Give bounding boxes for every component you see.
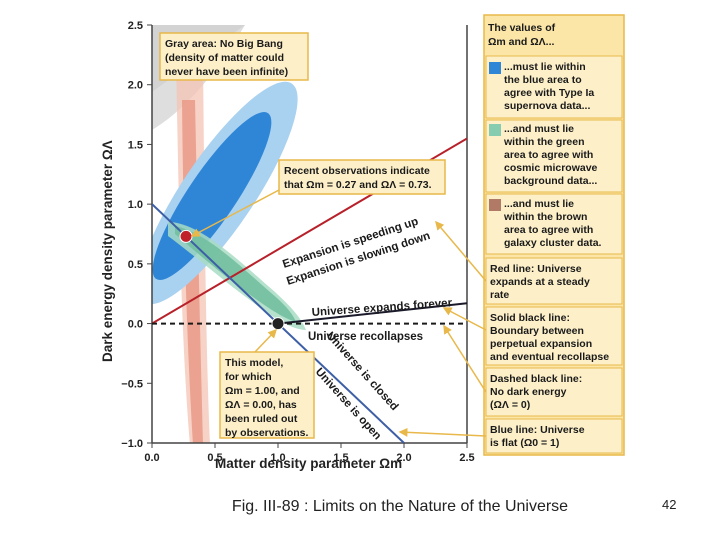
model-note-line-1: This model, (225, 357, 283, 369)
side-blue-3: agree with Type Ia (504, 87, 594, 99)
side-solid-4: and eventual recollapse (490, 351, 609, 363)
x-axis-label: Matter density parameter Ωm (215, 456, 402, 471)
x-tick-label: 1.0 (270, 452, 285, 464)
side-solid-2: Boundary between (490, 325, 584, 337)
side-green-1: ...and must lie (504, 123, 574, 135)
y-axis-label: Dark energy density parameter ΩΛ (100, 140, 115, 362)
side-blueline-1: Blue line: Universe (490, 424, 585, 436)
model-note-line-6: by observations. (225, 427, 309, 439)
blue-swatch (489, 62, 501, 74)
x-tick-label: 0.0 (144, 452, 159, 464)
x-tick-label: 1.5 (333, 452, 348, 464)
recent-observations-note: Recent observations indicate that Ωm = 0… (190, 159, 446, 237)
y-tick-label: −0.5 (121, 378, 143, 390)
gray-note-line-2: (density of matter could (165, 52, 284, 64)
x-tick-label: 2.0 (396, 452, 411, 464)
side-dashed-3: (ΩΛ = 0) (490, 399, 530, 411)
side-blue-2: the blue area to (504, 74, 582, 86)
recent-note-line-1: Recent observations indicate (284, 165, 430, 177)
figure-caption: Fig. III-89 : Limits on the Nature of th… (231, 498, 569, 515)
gray-note-line-1: Gray area: No Big Bang (165, 38, 283, 50)
x-tick-label: 0.5 (207, 452, 222, 464)
side-brown-2: within the brown (503, 211, 587, 223)
y-tick-label: 0.5 (128, 259, 143, 271)
gray-note-line-3: never have been infinite) (165, 66, 288, 78)
green-swatch (489, 124, 501, 136)
side-solid-1: Solid black line: (490, 312, 570, 324)
side-green-3: area to agree with (504, 149, 593, 161)
label-recollapses: Universe recollapses (308, 331, 423, 343)
side-blueline-2: is flat (Ω0 = 1) (490, 437, 559, 449)
side-red-2: expands at a steady (490, 276, 590, 288)
side-brown-4: galaxy cluster data. (504, 237, 602, 249)
side-intro-line-2: Ωm and ΩΛ... (488, 36, 555, 48)
ruled-out-point (271, 317, 285, 331)
brown-swatch (489, 199, 501, 211)
y-tick-label: 1.5 (128, 139, 143, 151)
y-tick-label: 0.0 (128, 319, 143, 331)
side-blue-4: supernova data... (504, 100, 590, 112)
sidebar-connectors (398, 220, 487, 437)
side-red-1: Red line: Universe (490, 263, 582, 275)
y-tick-label: 2.0 (128, 80, 143, 92)
page-number: 42 (662, 497, 677, 512)
series-line-1 (277, 302, 467, 325)
side-intro-line-1: The values of (488, 22, 556, 34)
observed-point (179, 229, 193, 243)
side-green-2: within the green (503, 136, 585, 148)
sidebar: The values of Ωm and ΩΛ... ...must lie w… (483, 14, 625, 456)
side-brown-3: area to agree with (504, 224, 593, 236)
this-model-note: This model, for which Ωm = 1.00, and ΩΛ … (219, 328, 315, 439)
side-red-3: rate (490, 289, 509, 301)
side-dashed-2: No dark energy (490, 386, 567, 398)
side-brown-1: ...and must lie (504, 198, 574, 210)
y-tick-label: −1.0 (121, 438, 143, 450)
side-green-5: background data... (504, 175, 597, 187)
model-note-line-4: ΩΛ = 0.00, has (225, 399, 297, 411)
side-green-4: cosmic microwave (504, 162, 598, 174)
y-tick-label: 1.0 (128, 199, 143, 211)
x-tick-label: 2.5 (459, 452, 474, 464)
y-tick-label: 2.5 (128, 20, 143, 32)
gray-area-note: Gray area: No Big Bang (density of matte… (159, 32, 309, 81)
recent-note-line-2: that Ωm = 0.27 and ΩΛ = 0.73. (284, 179, 432, 191)
model-note-line-5: been ruled out (225, 413, 298, 425)
model-note-line-3: Ωm = 1.00, and (225, 385, 300, 397)
side-blue-1: ...must lie within (504, 61, 586, 73)
side-solid-3: perpetual expansion (490, 338, 592, 350)
side-dashed-1: Dashed black line: (490, 373, 582, 385)
model-note-line-2: for which (225, 371, 272, 383)
